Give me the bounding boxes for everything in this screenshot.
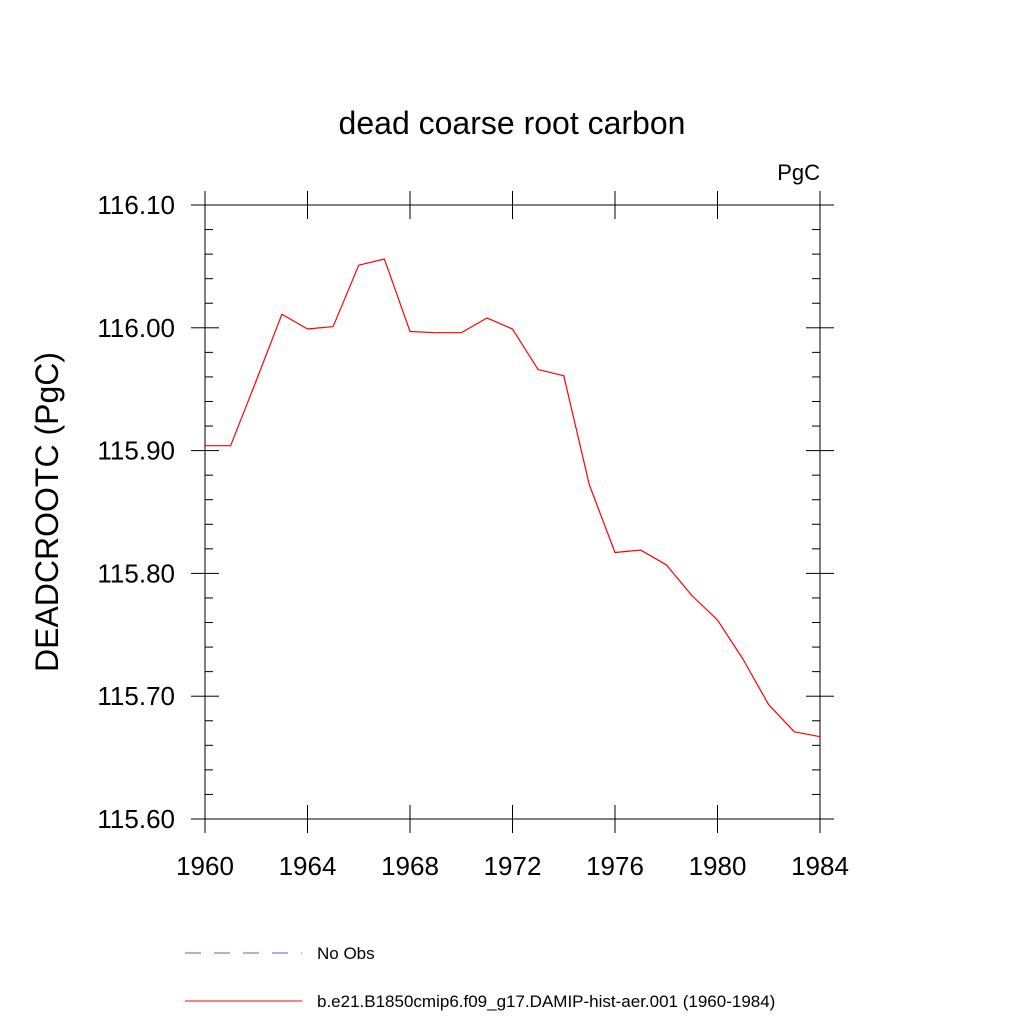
x-tick-label: 1968 <box>381 851 439 881</box>
x-tick-label: 1960 <box>176 851 234 881</box>
y-tick-label: 116.10 <box>97 190 175 220</box>
x-tick-label: 1984 <box>791 851 849 881</box>
y-tick-label: 115.70 <box>97 681 175 711</box>
legend: No Obs b.e21.B1850cmip6.f09_g17.DAMIP-his… <box>185 944 775 1011</box>
y-tick-label: 115.90 <box>97 436 175 466</box>
y-axis-label: DEADCROOTC (PgC) <box>29 352 65 672</box>
legend-label: No Obs <box>317 944 375 963</box>
x-tick-label: 1972 <box>484 851 542 881</box>
units-label: PgC <box>777 160 820 185</box>
legend-label: b.e21.B1850cmip6.f09_g17.DAMIP-hist-aer.… <box>317 992 775 1011</box>
series-group <box>205 258 821 738</box>
axis-ticks <box>191 191 834 833</box>
x-tick-label: 1980 <box>689 851 747 881</box>
x-tick-label: 1964 <box>279 851 337 881</box>
chart-title: dead coarse root carbon <box>339 105 686 141</box>
y-tick-label: 115.80 <box>97 558 175 588</box>
y-tick-label: 115.60 <box>97 804 175 834</box>
series-line <box>205 258 821 738</box>
axis-tick-labels: 1960 1964 1968 1972 1976 1980 1984 115.60 115.70… <box>97 190 849 881</box>
x-tick-label: 1976 <box>586 851 644 881</box>
plot-frame <box>204 204 821 820</box>
y-tick-label: 116.00 <box>97 313 175 343</box>
